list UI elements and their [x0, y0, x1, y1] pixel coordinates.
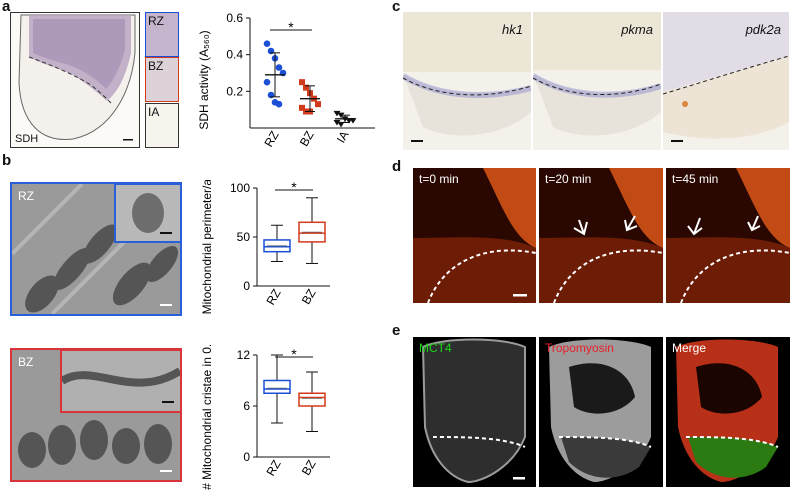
box-body — [298, 392, 326, 407]
x-tick-label: BZ — [299, 458, 319, 478]
significance-star: * — [291, 180, 297, 195]
y-tick-label: 6 — [243, 399, 250, 413]
sdh-activity-chart: SDH activity (A₅₆₀) 0.2 0.4 0.6 RZ BZ IA * — [197, 11, 375, 150]
gene-label-pkma: pkma — [621, 22, 653, 37]
em-inset-rz — [114, 184, 180, 243]
panel-label-c: c — [392, 0, 401, 15]
data-point-rz — [275, 100, 283, 108]
data-point-ia — [349, 118, 357, 124]
stain-mct4-image: MCT4 — [413, 337, 536, 487]
data-point-rz — [263, 40, 271, 47]
stain-merge-image: Merge — [666, 337, 790, 487]
mito-cristae-chart: # Mitochondrial cristae in 0.5μm 0 6 12 RZ B… — [200, 345, 330, 490]
svg-text:# Mitochondrial cristae in 0.5: # Mitochondrial cristae in 0.5μm — [200, 345, 214, 490]
channel-label-mct4: MCT4 — [419, 341, 452, 355]
timelapse-t20-image: t=20 min — [539, 168, 663, 303]
sdh-stain-image: SDH — [10, 12, 140, 148]
data-point-ia — [333, 110, 341, 117]
svg-text:Mitochondrial perimeter/area: Mitochondrial perimeter/area — [200, 180, 214, 314]
x-tick-label: BZ — [297, 129, 317, 149]
em-inset-bz — [59, 350, 180, 413]
ish-panel: hk1 pkma pdk2a — [403, 12, 789, 150]
ish-pdk2a-image: pdk2a — [663, 12, 789, 150]
data-point-bz — [299, 79, 305, 86]
x-tick-label: IA — [334, 129, 352, 146]
gene-label-hk1: hk1 — [502, 22, 523, 37]
x-tick-label: BZ — [299, 287, 319, 307]
data-point-ia — [333, 120, 341, 126]
panel-label-e: e — [392, 322, 401, 339]
em-image-bz: BZ — [10, 348, 182, 482]
y-tick-label: 0.4 — [226, 48, 243, 62]
box-body — [263, 379, 291, 394]
data-point-ia — [337, 121, 345, 128]
y-tick-label: 100 — [230, 181, 250, 195]
channel-label-tropomyosin: Tropomyosin — [545, 341, 614, 355]
ish-pkma-image: pkma — [533, 12, 661, 150]
em-rz-label: RZ — [18, 189, 34, 203]
y-tick-label: 50 — [237, 230, 251, 244]
em-image-rz: RZ — [10, 182, 182, 316]
time-label-20: t=20 min — [545, 172, 592, 186]
y-axis-label: Mitochondrial perimeter/area — [200, 180, 214, 314]
stain-tropomyosin-image: Tropomyosin — [539, 337, 663, 487]
panel-label-a: a — [2, 0, 11, 15]
panel-label-d: d — [392, 158, 402, 175]
y-axis-label: # Mitochondrial cristae in 0.5μm — [200, 345, 214, 490]
time-label-45: t=45 min — [672, 172, 719, 186]
em-bz-label: BZ — [18, 355, 34, 369]
significance-star: * — [291, 346, 297, 362]
data-point-bz — [315, 101, 321, 108]
ish-hk1-image: hk1 — [403, 12, 531, 150]
y-axis-label: SDH activity (A₅₆₀) — [197, 30, 211, 129]
data-point-bz — [303, 84, 309, 91]
x-tick-label: RZ — [263, 287, 283, 308]
y-tick-label: 0.6 — [226, 11, 243, 25]
inset-bz: BZ — [145, 57, 179, 102]
x-tick-label: RZ — [263, 458, 283, 479]
y-tick-label: 0 — [243, 450, 250, 464]
inset-ia-label: IA — [148, 105, 160, 119]
y-tick-label: 0 — [243, 279, 250, 293]
significance-star: * — [288, 19, 294, 35]
gene-label-pdk2a: pdk2a — [745, 22, 781, 37]
inset-rz: RZ — [145, 12, 179, 57]
channel-label-merge: Merge — [672, 341, 707, 355]
data-point-rz — [275, 64, 283, 71]
data-point-bz — [299, 104, 305, 111]
time-label-0: t=0 min — [419, 172, 459, 186]
inset-rz-label: RZ — [148, 14, 164, 28]
y-tick-label: 12 — [237, 348, 251, 362]
timelapse-t0-image: t=0 min — [413, 168, 536, 303]
immunostain-panel: MCT4 Tropomyosin Merge — [413, 337, 790, 487]
panel-label-b: b — [2, 152, 12, 169]
data-point-rz — [263, 78, 271, 86]
inset-ia: IA — [145, 103, 179, 148]
sdh-label: SDH — [15, 133, 39, 145]
timelapse-t45-image: t=45 min — [666, 168, 790, 303]
y-tick-label: 0.2 — [226, 84, 243, 98]
x-tick-label: RZ — [261, 129, 281, 150]
inset-bz-label: BZ — [148, 59, 164, 73]
timelapse-panel: t=0 min t=20 min t=45 min — [413, 168, 790, 303]
